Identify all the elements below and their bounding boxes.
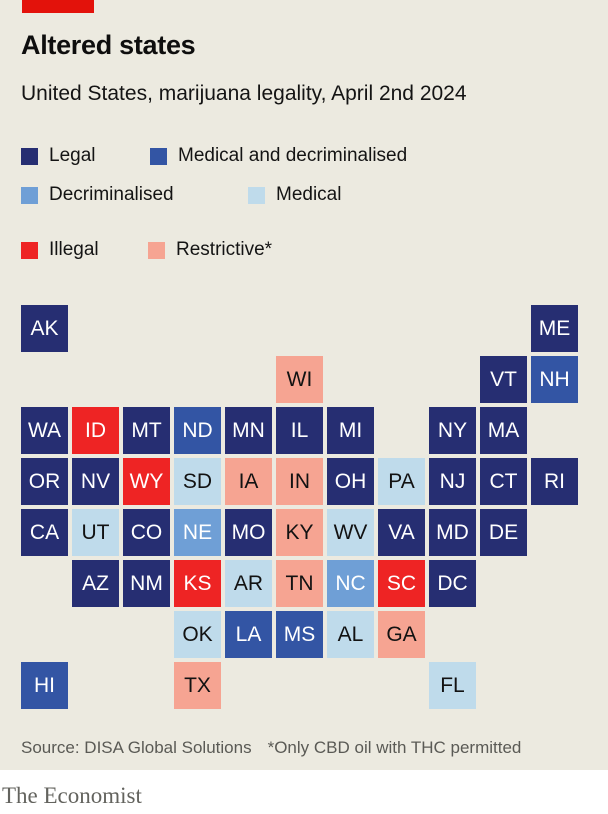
legend-label-illegal: Illegal <box>49 239 99 260</box>
state-tile-ca: CA <box>21 509 68 556</box>
state-tile-nh: NH <box>531 356 578 403</box>
state-tile-ky: KY <box>276 509 323 556</box>
state-tile-wy: WY <box>123 458 170 505</box>
state-tile-ar: AR <box>225 560 272 607</box>
state-tile-wv: WV <box>327 509 374 556</box>
state-tile-nv: NV <box>72 458 119 505</box>
state-tile-ut: UT <box>72 509 119 556</box>
legend-swatch-decriminalised <box>21 186 38 204</box>
state-tile-in: IN <box>276 458 323 505</box>
footnote-text: *Only CBD oil with THC permitted <box>267 738 522 757</box>
state-tile-md: MD <box>429 509 476 556</box>
chart-subtitle: United States, marijuana legality, April… <box>21 82 467 105</box>
state-tile-sc: SC <box>378 560 425 607</box>
economist-red-tab <box>22 0 94 13</box>
state-tile-wi: WI <box>276 356 323 403</box>
legend-swatch-illegal <box>21 241 38 259</box>
state-tile-tn: TN <box>276 560 323 607</box>
legend-label-legal: Legal <box>49 145 96 166</box>
state-tile-mn: MN <box>225 407 272 454</box>
state-tile-me: ME <box>531 305 578 352</box>
source-text: Source: DISA Global Solutions <box>21 738 252 757</box>
legend-item-illegal: Illegal <box>21 239 99 261</box>
state-tile-nc: NC <box>327 560 374 607</box>
state-tile-la: LA <box>225 611 272 658</box>
state-tile-oh: OH <box>327 458 374 505</box>
legend-swatch-restrictive <box>148 241 165 259</box>
legend-swatch-legal <box>21 147 38 165</box>
legend-swatch-medical <box>248 186 265 204</box>
state-tile-ia: IA <box>225 458 272 505</box>
state-tile-ga: GA <box>378 611 425 658</box>
legend-item-medical: Medical <box>248 184 341 206</box>
state-tile-id: ID <box>72 407 119 454</box>
state-tile-tx: TX <box>174 662 221 709</box>
state-tile-ks: KS <box>174 560 221 607</box>
state-tile-pa: PA <box>378 458 425 505</box>
state-tile-az: AZ <box>72 560 119 607</box>
state-tile-dc: DC <box>429 560 476 607</box>
state-tile-ne: NE <box>174 509 221 556</box>
state-tile-nj: NJ <box>429 458 476 505</box>
state-tile-ct: CT <box>480 458 527 505</box>
state-tile-fl: FL <box>429 662 476 709</box>
state-tile-il: IL <box>276 407 323 454</box>
state-tile-nd: ND <box>174 407 221 454</box>
state-tile-co: CO <box>123 509 170 556</box>
state-tile-nm: NM <box>123 560 170 607</box>
state-tile-mt: MT <box>123 407 170 454</box>
legend-item-legal: Legal <box>21 145 96 167</box>
state-tile-mi: MI <box>327 407 374 454</box>
state-tile-or: OR <box>21 458 68 505</box>
state-tile-wa: WA <box>21 407 68 454</box>
state-tile-ms: MS <box>276 611 323 658</box>
state-tile-sd: SD <box>174 458 221 505</box>
legend-item-medical-and-decriminalised: Medical and decriminalised <box>150 145 407 167</box>
state-tile-va: VA <box>378 509 425 556</box>
state-tile-ok: OK <box>174 611 221 658</box>
state-tile-ak: AK <box>21 305 68 352</box>
legend-item-restrictive: Restrictive* <box>148 239 272 261</box>
legend-label-medical: Medical <box>276 184 342 205</box>
footer-line: Source: DISA Global Solutions *Only CBD … <box>21 738 587 758</box>
state-tile-de: DE <box>480 509 527 556</box>
economist-brand: The Economist <box>2 783 142 808</box>
state-tile-mo: MO <box>225 509 272 556</box>
legend-label-decriminalised: Decriminalised <box>49 184 174 205</box>
legend-item-decriminalised: Decriminalised <box>21 184 174 206</box>
page-title: Altered states <box>21 30 196 60</box>
legend-label-restrictive: Restrictive* <box>176 239 273 260</box>
state-tile-ri: RI <box>531 458 578 505</box>
state-tile-al: AL <box>327 611 374 658</box>
legend-swatch-medical-and-decriminalised <box>150 147 167 165</box>
state-tile-ny: NY <box>429 407 476 454</box>
state-tile-hi: HI <box>21 662 68 709</box>
state-tile-ma: MA <box>480 407 527 454</box>
tile-grid: AK ME WI VT NH WA ID MT ND MN IL MI NY MA OR NV WY SD IA IN… <box>21 305 578 709</box>
state-tile-vt: VT <box>480 356 527 403</box>
legend-label-medical-and-decriminalised: Medical and decriminalised <box>178 145 408 166</box>
chart-background: Altered states United States, marijuana … <box>0 0 608 770</box>
